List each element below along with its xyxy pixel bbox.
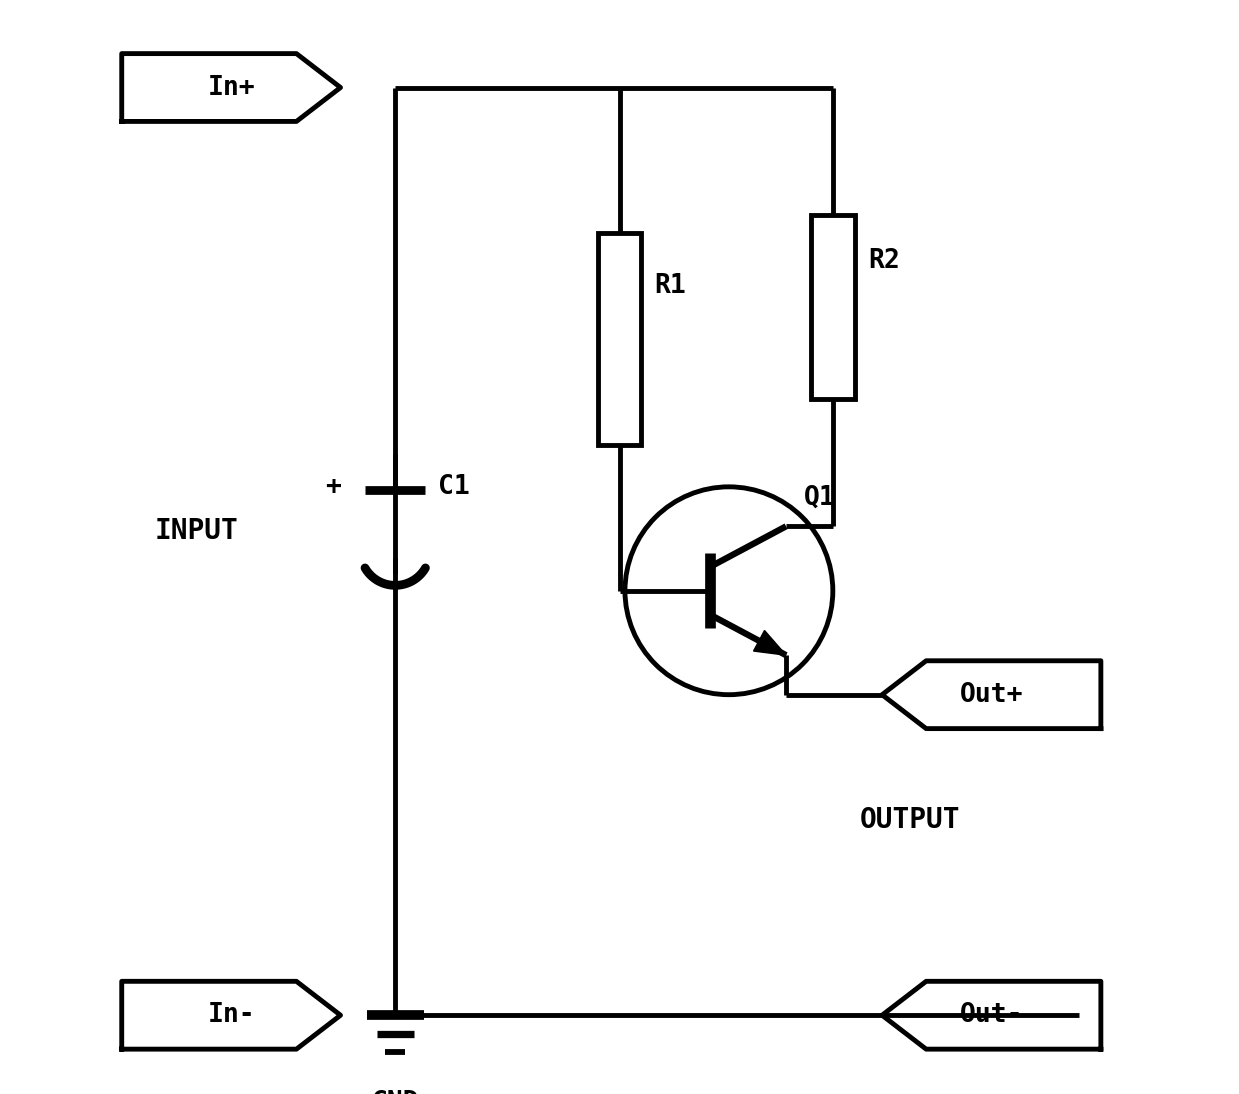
Bar <box>812 214 855 399</box>
Text: In+: In+ <box>207 74 255 101</box>
Text: GND: GND <box>372 1090 419 1094</box>
Text: C1: C1 <box>439 474 470 500</box>
Bar <box>597 233 642 445</box>
Text: OUTPUT: OUTPUT <box>860 806 960 835</box>
Text: Out+: Out+ <box>960 682 1023 708</box>
Text: INPUT: INPUT <box>155 516 238 545</box>
Text: Q1: Q1 <box>804 485 835 510</box>
Text: R2: R2 <box>867 248 900 274</box>
Text: +: + <box>325 474 341 500</box>
Polygon shape <box>753 630 786 655</box>
Text: In-: In- <box>207 1002 255 1028</box>
Text: Out-: Out- <box>960 1002 1023 1028</box>
Text: R1: R1 <box>654 274 686 300</box>
